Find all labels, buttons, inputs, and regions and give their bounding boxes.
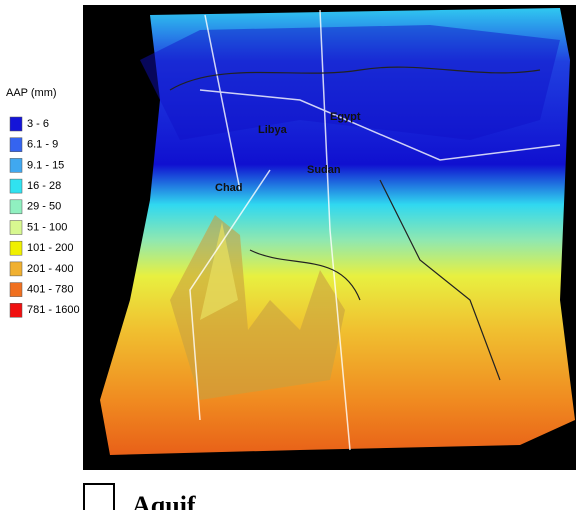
legend-label: 16 - 28	[27, 180, 61, 192]
caption-box	[84, 484, 114, 510]
legend-label: 101 - 200	[27, 242, 73, 254]
legend-swatch	[10, 158, 22, 172]
place-label: Egypt	[330, 111, 361, 123]
legend-swatch	[10, 283, 22, 297]
legend: AAP (mm) 3 - 6 6.1 - 9 9.1 - 15 16 - 28 29 -…	[6, 87, 80, 317]
legend-swatch	[10, 241, 22, 255]
page: Libya Egypt Sudan Chad AAP (mm) 3 - 6 6.1 - …	[0, 0, 576, 510]
legend-swatch	[10, 179, 22, 193]
legend-swatch	[10, 221, 22, 235]
legend-swatch	[10, 200, 22, 214]
legend-label: 401 - 780	[27, 284, 73, 296]
legend-label: 6.1 - 9	[27, 139, 58, 151]
legend-swatch	[10, 262, 22, 276]
legend-label: 201 - 400	[27, 263, 73, 275]
legend-label: 9.1 - 15	[27, 159, 64, 171]
legend-label: 781 - 1600	[27, 304, 80, 316]
legend-swatch	[10, 138, 22, 152]
place-label: Chad	[215, 182, 243, 194]
legend-label: 29 - 50	[27, 201, 61, 213]
place-label: Libya	[258, 124, 288, 136]
legend-title: AAP (mm)	[6, 87, 57, 99]
legend-label: 3 - 6	[27, 118, 49, 130]
caption: Aquif	[132, 491, 196, 510]
terrain	[100, 8, 575, 455]
place-label: Sudan	[307, 164, 341, 176]
legend-label: 51 - 100	[27, 221, 67, 233]
legend-swatch	[10, 117, 22, 131]
legend-swatch	[10, 303, 22, 317]
